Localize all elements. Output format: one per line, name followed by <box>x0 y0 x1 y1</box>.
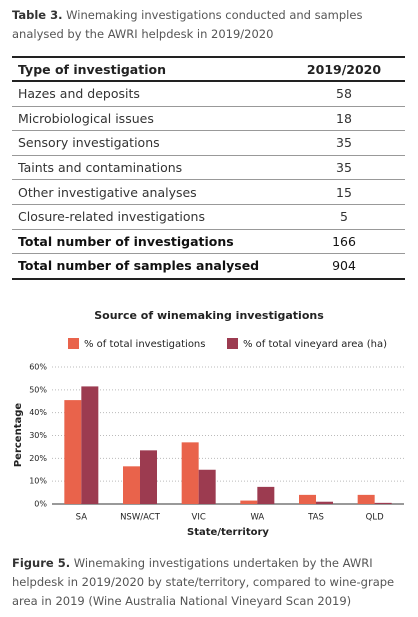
legend-swatch <box>68 338 79 349</box>
table-cell: Sensory investigations <box>12 130 283 156</box>
y-tick-label: 60% <box>29 363 47 372</box>
chart-title: Source of winemaking investigations <box>94 309 324 322</box>
caption-text: Winemaking investigations undertaken by … <box>12 556 395 608</box>
x-tick-label: WA <box>250 513 264 523</box>
header-cell: 2019/2020 <box>283 56 405 82</box>
y-tick-label: 20% <box>29 454 47 463</box>
table-cell: Total number of investigations <box>12 229 283 255</box>
table-row: Closure-related investigations 5 <box>12 204 405 230</box>
legend-swatch <box>227 338 238 349</box>
y-axis-label: Percentage <box>13 403 24 468</box>
table-row: Taints and contaminations 35 <box>12 155 405 181</box>
bar <box>374 502 392 504</box>
table-cell: Other investigative analyses <box>12 179 283 205</box>
bar <box>81 386 99 504</box>
legend-label: % of total investigations <box>84 339 205 350</box>
bar <box>64 400 82 504</box>
bar <box>240 500 258 504</box>
x-tick-label: NSW/ACT <box>120 513 161 523</box>
caption-label: Table 3. <box>12 8 63 22</box>
table: Type of investigation 2019/2020 Hazes and… <box>12 56 405 280</box>
bar <box>299 494 316 504</box>
table-cell: 5 <box>283 204 405 230</box>
table-cell: Closure-related investigations <box>12 204 283 230</box>
bar <box>316 501 333 504</box>
table-cell: 18 <box>283 106 405 132</box>
y-tick-label: 50% <box>29 385 47 394</box>
x-tick-label: SA <box>76 513 88 523</box>
x-tick-label: VIC <box>192 513 206 523</box>
x-tick-label: TAS <box>307 513 324 523</box>
caption-text: Winemaking investigations conducted and … <box>12 8 363 41</box>
x-axis-label: State/territory <box>187 527 269 538</box>
chart: Source of winemaking investigations Perc… <box>13 309 404 538</box>
bar <box>257 486 275 504</box>
table-cell: Total number of samples analysed <box>12 253 283 280</box>
table-cell: 166 <box>283 229 405 255</box>
table-row: Other investigative analyses 15 <box>12 179 405 205</box>
x-tick-label: QLD <box>366 513 384 523</box>
table-row: Total number of investigations 166 <box>12 229 405 255</box>
y-tick-label: 40% <box>29 408 47 417</box>
caption-label: Figure 5. <box>12 556 71 570</box>
table-cell: 35 <box>283 155 405 181</box>
table-row: Hazes and deposits 58 <box>12 81 405 107</box>
figure-caption: Figure 5. Winemaking investigations unde… <box>12 554 412 611</box>
table-cell: Taints and contaminations <box>12 155 283 181</box>
table-row: Microbiological issues 18 <box>12 106 405 132</box>
table-caption: Table 3. Winemaking investigations condu… <box>12 6 412 44</box>
table-cell: 904 <box>283 253 405 280</box>
table-cell: Microbiological issues <box>12 106 283 132</box>
y-tick-label: 0% <box>34 500 47 509</box>
table-row: Sensory investigations 35 <box>12 130 405 156</box>
y-tick-label: 10% <box>29 477 47 486</box>
table-cell: 58 <box>283 81 405 107</box>
y-tick-label: 30% <box>29 431 47 440</box>
table-cell: 35 <box>283 130 405 156</box>
bar <box>357 494 375 504</box>
legend-label: % of total vineyard area (ha) <box>243 339 387 350</box>
bar <box>140 450 157 504</box>
table-cell: 15 <box>283 179 405 205</box>
bar <box>181 442 199 504</box>
table-row: Total number of samples analysed 904 <box>12 253 405 280</box>
table-cell: Hazes and deposits <box>12 81 283 107</box>
header-cell: Type of investigation <box>12 56 283 82</box>
bar <box>198 469 216 504</box>
bar <box>123 466 140 504</box>
